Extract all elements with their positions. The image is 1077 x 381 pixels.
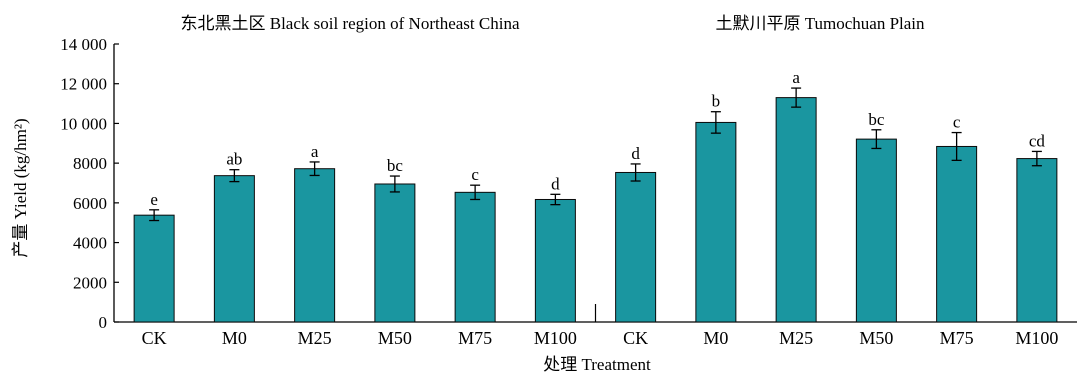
x-tick-label: M75 <box>458 328 492 348</box>
x-tick-label: M0 <box>222 328 247 348</box>
bar <box>213 175 255 323</box>
significance-letter: a <box>792 68 800 87</box>
x-tick-label: M25 <box>779 328 813 348</box>
bar <box>454 191 496 323</box>
y-tick-label: 12 000 <box>60 75 107 94</box>
significance-letter: d <box>551 174 560 193</box>
x-tick-label: M100 <box>1015 328 1058 348</box>
x-axis-label: 处理 Treatment <box>543 355 651 374</box>
y-tick-label: 6000 <box>73 194 107 213</box>
significance-letter: e <box>150 190 158 209</box>
bar <box>695 121 737 323</box>
bar <box>855 138 897 323</box>
significance-letter: b <box>712 92 721 111</box>
x-tick-label: M100 <box>534 328 577 348</box>
y-axis-label: 产量 Yield (kg/hm²) <box>11 118 30 257</box>
panel-title-tumochuan: 土默川平原 Tumochuan Plain <box>715 14 925 33</box>
bar <box>294 168 336 323</box>
bar <box>775 97 817 323</box>
x-tick-label: M25 <box>298 328 332 348</box>
significance-letter: ab <box>226 150 242 169</box>
y-tick-label: 10 000 <box>60 114 107 133</box>
y-tick-label: 4000 <box>73 234 107 253</box>
x-tick-label: M50 <box>378 328 412 348</box>
significance-letter: c <box>471 165 479 184</box>
bar <box>374 183 416 323</box>
significance-letter: bc <box>868 110 885 129</box>
x-tick-label: M75 <box>940 328 974 348</box>
panel-title-northeast: 东北黑土区 Black soil region of Northeast Chi… <box>180 14 519 33</box>
x-tick-label: CK <box>623 328 648 348</box>
x-tick-label: M0 <box>703 328 728 348</box>
significance-letter: a <box>311 142 319 161</box>
significance-letter: c <box>953 113 961 132</box>
bar <box>133 214 175 323</box>
x-tick-label: M50 <box>859 328 893 348</box>
y-tick-label: 0 <box>99 313 108 332</box>
y-tick-label: 14 000 <box>60 35 107 54</box>
bar <box>936 145 978 323</box>
y-tick-label: 8000 <box>73 154 107 173</box>
bar <box>1016 158 1058 323</box>
x-tick-label: CK <box>142 328 167 348</box>
significance-letter: d <box>631 144 640 163</box>
significance-letter: cd <box>1029 131 1046 150</box>
bar <box>615 171 657 323</box>
bar <box>534 198 576 323</box>
y-tick-label: 2000 <box>73 273 107 292</box>
significance-letter: bc <box>387 156 404 175</box>
